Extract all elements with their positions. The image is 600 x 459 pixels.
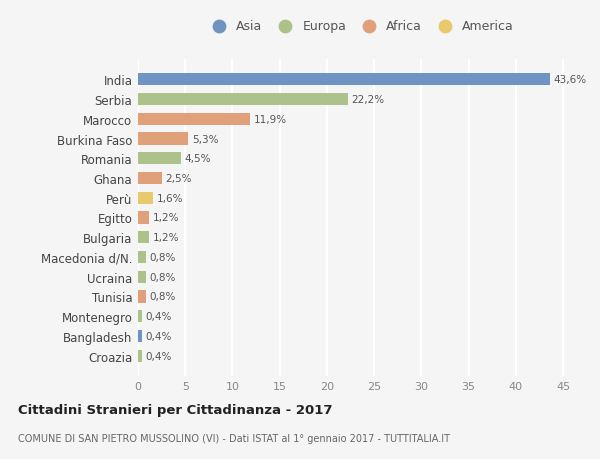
Text: 11,9%: 11,9% bbox=[254, 115, 287, 124]
Bar bbox=[138, 153, 181, 165]
Bar bbox=[138, 94, 348, 106]
Bar bbox=[138, 212, 149, 224]
Text: Cittadini Stranieri per Cittadinanza - 2017: Cittadini Stranieri per Cittadinanza - 2… bbox=[18, 403, 332, 416]
Text: 4,5%: 4,5% bbox=[184, 154, 211, 164]
Bar bbox=[138, 271, 146, 283]
Bar bbox=[138, 74, 550, 86]
Text: 0,8%: 0,8% bbox=[149, 272, 176, 282]
Text: 0,8%: 0,8% bbox=[149, 252, 176, 263]
Text: 1,2%: 1,2% bbox=[153, 233, 179, 243]
Text: 0,4%: 0,4% bbox=[146, 312, 172, 321]
Text: 0,4%: 0,4% bbox=[146, 351, 172, 361]
Bar bbox=[138, 330, 142, 342]
Bar bbox=[138, 350, 142, 362]
Bar bbox=[138, 173, 161, 185]
Text: 1,2%: 1,2% bbox=[153, 213, 179, 223]
Text: 2,5%: 2,5% bbox=[166, 174, 192, 184]
Bar bbox=[138, 113, 250, 126]
Text: 0,8%: 0,8% bbox=[149, 292, 176, 302]
Bar bbox=[138, 133, 188, 146]
Bar bbox=[138, 192, 153, 204]
Text: COMUNE DI SAN PIETRO MUSSOLINO (VI) - Dati ISTAT al 1° gennaio 2017 - TUTTITALIA: COMUNE DI SAN PIETRO MUSSOLINO (VI) - Da… bbox=[18, 433, 450, 442]
Bar bbox=[138, 232, 149, 244]
Text: 43,6%: 43,6% bbox=[554, 75, 587, 85]
Text: 0,4%: 0,4% bbox=[146, 331, 172, 341]
Bar bbox=[138, 291, 146, 303]
Legend: Asia, Europa, Africa, America: Asia, Europa, Africa, America bbox=[201, 15, 519, 38]
Bar bbox=[138, 310, 142, 323]
Bar bbox=[138, 252, 146, 263]
Text: 1,6%: 1,6% bbox=[157, 193, 184, 203]
Text: 5,3%: 5,3% bbox=[192, 134, 218, 144]
Text: 22,2%: 22,2% bbox=[352, 95, 385, 105]
